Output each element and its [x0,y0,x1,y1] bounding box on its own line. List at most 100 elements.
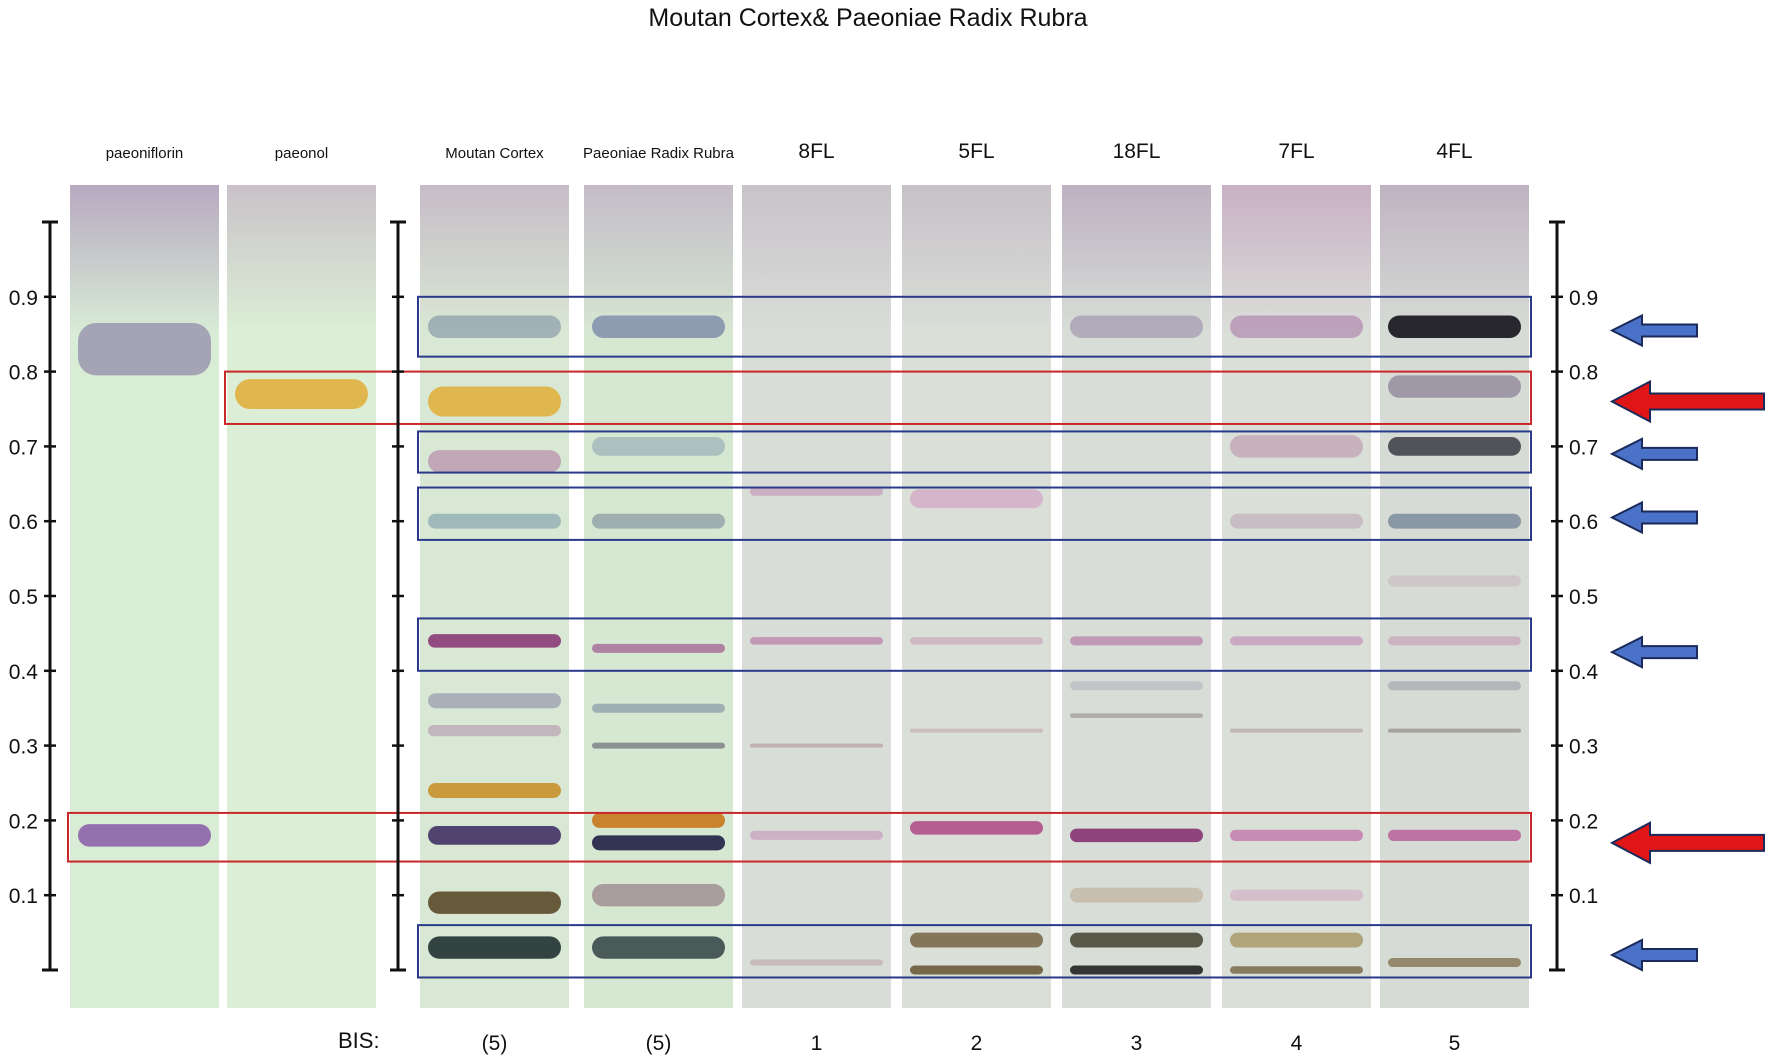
band [428,693,561,709]
highlight-box [417,924,1532,979]
band [910,965,1043,975]
tick-label: 0.8 [1569,362,1598,385]
band [1070,887,1203,903]
band [1230,966,1363,974]
band [1070,681,1203,691]
band [910,728,1043,733]
tick-label: 0.9 [1569,287,1598,310]
tick-label: 0.9 [9,287,38,310]
band [910,821,1043,835]
lane-strip [1062,185,1211,1008]
band [78,322,211,376]
band [1388,958,1521,968]
tick-label: 0.2 [9,810,38,833]
lane-header: 7FL [1278,140,1314,163]
band [910,932,1043,948]
red-arrow-icon [1609,379,1765,424]
band [1388,513,1521,529]
tick-label: 0.2 [1569,810,1598,833]
band [428,450,561,473]
band [1230,728,1363,733]
lane: Moutan Cortex (5) [420,145,569,1055]
tick-label: 0.6 [9,511,38,534]
band [1388,575,1521,587]
lane: 7FL 4 [1222,140,1371,1055]
lane-header: 18FL [1113,140,1161,163]
band [592,936,725,959]
band [592,812,725,828]
band [592,437,725,456]
band [1388,437,1521,456]
band [428,826,561,845]
rf-axis [390,220,406,972]
highlight-box [417,430,1532,474]
band [1388,375,1521,398]
band [1388,829,1521,841]
band [428,936,561,959]
lane-header: Paeoniae Radix Rubra [583,145,735,162]
blue-arrow-icon [1609,635,1698,669]
highlight-boxes [67,295,1532,979]
highlight-box [224,370,1532,425]
band [750,743,883,748]
band [428,891,561,914]
band [592,315,725,338]
band [235,379,368,409]
band [1070,315,1203,338]
highlight-box [417,617,1532,672]
tick-label: 0.1 [9,885,38,908]
lane-header: 5FL [958,140,994,163]
band [1230,889,1363,901]
lane-strip [70,185,219,1008]
lane: 4FL 5 [1380,140,1529,1055]
band [750,486,883,496]
tick-label: 0.4 [1569,661,1599,684]
blue-arrow-icon [1609,313,1698,348]
bis-value: (5) [646,1032,672,1055]
lane-header: Moutan Cortex [445,145,544,162]
highlight-box [417,486,1532,541]
tick-label: 0.3 [1569,736,1598,759]
rf-axes: 0.90.80.70.60.50.40.30.20.10.90.80.70.60… [9,220,1599,972]
band [1070,965,1203,975]
band [1070,713,1203,718]
lane: Paeoniae Radix Rubra (5) [583,145,735,1055]
blue-arrow-icon [1609,500,1698,535]
lane-header: 8FL [798,140,834,163]
band [1388,315,1521,338]
band [1070,828,1203,843]
lane-strip [420,185,569,1008]
band [592,703,725,713]
blue-arrow-icon [1609,938,1698,972]
highlight-box [67,811,1532,863]
band [910,637,1043,645]
lanes: paeoniflorin paeonol Moutan Cortex(5)Paeon… [70,140,1529,1055]
band [78,824,211,847]
band [428,783,561,798]
band [750,637,883,645]
rf-axis: 0.9 0.8 0.7 0.6 0.5 0.4 0.3 0.2 0.1 [1549,220,1599,972]
lane-strip [227,185,376,1008]
band [428,725,561,737]
lane: paeoniflorin [70,145,219,1008]
band [750,830,883,840]
tick-label: 0.4 [9,661,39,684]
band [428,386,561,417]
band [592,742,725,749]
lane-header: 4FL [1436,140,1472,163]
tick-label: 0.1 [1569,885,1598,908]
band [428,634,561,648]
bis-value: 3 [1131,1032,1143,1055]
band [1388,681,1521,691]
band [1230,315,1363,338]
band [1230,829,1363,841]
band [1230,636,1363,646]
band [592,643,725,653]
bis-value: 4 [1291,1032,1303,1055]
red-arrow-icon [1609,821,1765,865]
bis-value: 1 [811,1032,823,1055]
band [1230,513,1363,529]
lane-strip [1380,185,1529,1008]
band [592,513,725,529]
